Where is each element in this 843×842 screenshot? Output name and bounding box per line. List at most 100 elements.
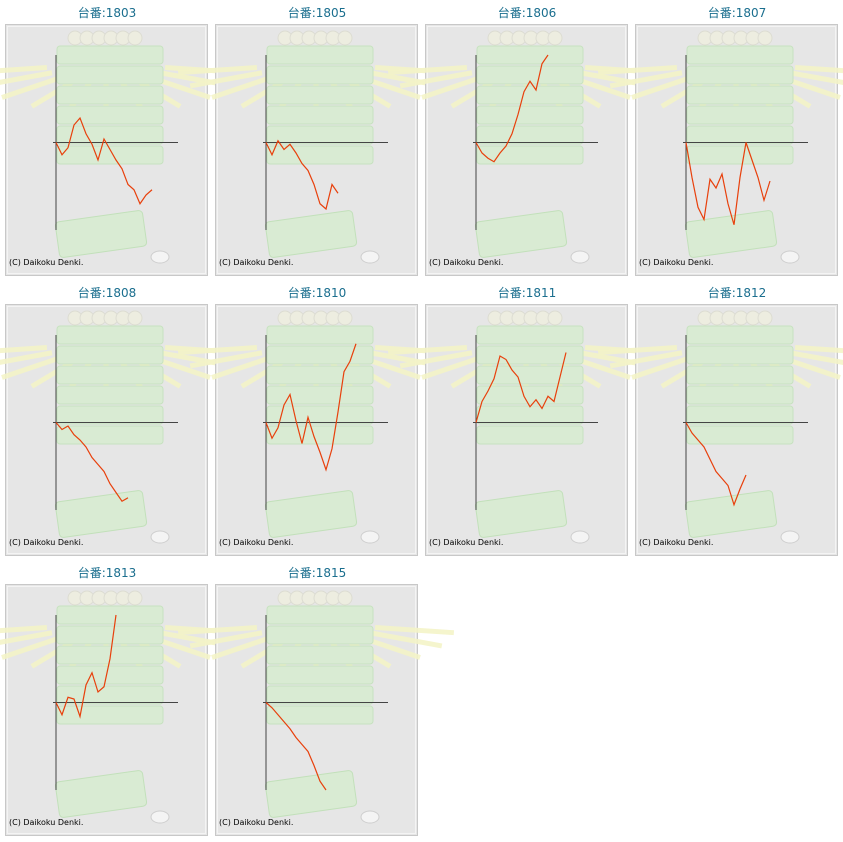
box-tier — [476, 65, 584, 85]
box-tier — [56, 625, 164, 645]
ray — [794, 344, 843, 354]
box-tier — [266, 645, 374, 665]
slump-line — [265, 139, 339, 211]
box-tier — [56, 385, 164, 405]
panel-title: 台番:1803 — [78, 5, 137, 20]
panel-inner — [217, 26, 416, 274]
tray — [54, 770, 148, 818]
copyright: (C) Daikoku Denki. — [429, 538, 503, 547]
box-tier — [56, 705, 164, 725]
background-art — [177, 590, 455, 824]
panel-title: 台番:1811 — [498, 285, 557, 300]
panel-title: 台番:1806 — [498, 5, 557, 20]
background-art — [0, 30, 245, 264]
panel-inner — [7, 306, 206, 554]
box-tier — [56, 405, 164, 425]
ray — [189, 350, 263, 369]
box-tier — [56, 665, 164, 685]
ray — [789, 70, 843, 86]
ball — [127, 30, 143, 46]
ray — [387, 344, 468, 356]
ray — [0, 344, 48, 354]
coin — [150, 810, 170, 824]
box-tier — [56, 365, 164, 385]
panel-inner — [7, 586, 206, 834]
slump-line — [55, 614, 117, 719]
slump-line — [475, 54, 549, 163]
ball — [337, 30, 353, 46]
ball — [757, 30, 773, 46]
coin — [360, 250, 380, 264]
background-art — [0, 590, 245, 824]
box-tier — [476, 345, 584, 365]
coin — [360, 810, 380, 824]
box-tier — [686, 365, 794, 385]
box-tier — [266, 85, 374, 105]
ray — [30, 78, 76, 109]
box-tier — [476, 325, 584, 345]
copyright: (C) Daikoku Denki. — [219, 258, 293, 267]
ball — [547, 310, 563, 326]
box-tier — [476, 365, 584, 385]
tray — [474, 210, 568, 258]
box-tier — [476, 125, 584, 145]
box-tier — [686, 45, 794, 65]
ray — [597, 64, 678, 76]
box-tier — [686, 385, 794, 405]
background-art — [177, 30, 455, 264]
slump-line — [265, 343, 357, 472]
box-tier — [266, 605, 374, 625]
tray — [264, 490, 358, 538]
box-tier — [266, 425, 374, 445]
copyright: (C) Daikoku Denki. — [639, 538, 713, 547]
ray — [0, 350, 53, 365]
copyright: (C) Daikoku Denki. — [9, 258, 83, 267]
box-tier — [56, 325, 164, 345]
ball — [337, 590, 353, 606]
box-tier — [476, 105, 584, 125]
ray — [609, 350, 683, 369]
panel-inner — [217, 586, 416, 834]
ray — [189, 630, 263, 649]
panel-inner — [217, 306, 416, 554]
ray — [211, 75, 273, 100]
box-tier — [266, 685, 374, 705]
box-tier — [266, 105, 374, 125]
ray — [0, 64, 48, 74]
box-tier — [56, 605, 164, 625]
ball — [547, 30, 563, 46]
tray — [54, 490, 148, 538]
ray — [177, 344, 258, 356]
ray — [240, 358, 286, 389]
coin — [570, 530, 590, 544]
ray — [789, 350, 843, 366]
ray — [177, 64, 258, 76]
slump-line — [685, 422, 747, 507]
box-tier — [56, 425, 164, 445]
ray — [0, 630, 53, 645]
ray — [240, 78, 286, 109]
box-tier — [686, 145, 794, 165]
box-tier — [686, 125, 794, 145]
slump-line — [55, 422, 129, 503]
ray — [0, 624, 48, 634]
background-art — [597, 310, 843, 544]
box-tier — [266, 385, 374, 405]
ray — [240, 638, 286, 669]
copyright: (C) Daikoku Denki. — [639, 258, 713, 267]
panel-title: 台番:1808 — [78, 285, 137, 300]
ray — [399, 350, 473, 369]
ray — [211, 635, 273, 660]
coin — [780, 250, 800, 264]
ray — [1, 75, 63, 100]
panel-inner — [427, 26, 626, 274]
box-tier — [476, 85, 584, 105]
box-tier — [56, 105, 164, 125]
coin — [570, 250, 590, 264]
coin — [780, 530, 800, 544]
box-tier — [686, 105, 794, 125]
ray — [421, 75, 483, 100]
copyright: (C) Daikoku Denki. — [219, 538, 293, 547]
ray — [631, 355, 693, 380]
ray — [450, 358, 496, 389]
